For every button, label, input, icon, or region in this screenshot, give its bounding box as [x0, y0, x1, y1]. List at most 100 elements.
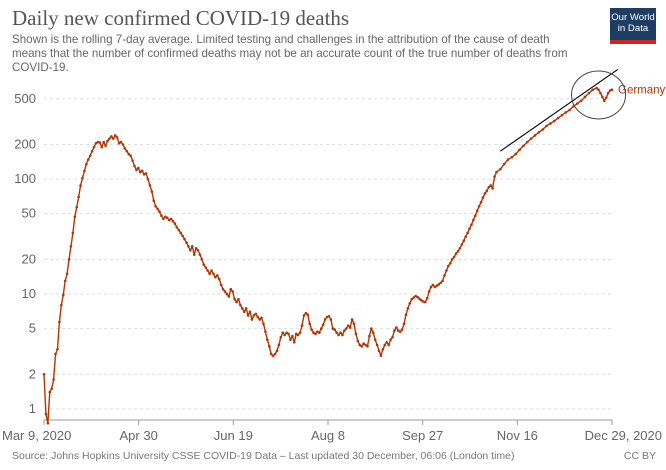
data-point [499, 167, 502, 171]
data-point [169, 217, 173, 221]
data-point [58, 320, 61, 324]
data-point [537, 131, 541, 134]
data-point [398, 330, 402, 333]
y-tick-label: 200 [14, 137, 36, 152]
owid-logo[interactable]: Our World in Data [610, 8, 656, 44]
data-point [98, 141, 102, 144]
data-point [294, 332, 298, 336]
data-point [472, 218, 475, 222]
data-point [75, 205, 79, 209]
data-point [194, 246, 198, 250]
data-point [360, 345, 363, 348]
data-point [371, 331, 375, 335]
data-point [475, 209, 479, 213]
data-point [242, 310, 246, 314]
data-point [67, 258, 71, 261]
data-point [162, 217, 165, 221]
data-point [331, 327, 335, 330]
data-point [495, 170, 498, 174]
data-point [289, 338, 292, 341]
data-point [250, 318, 254, 321]
data-point [348, 326, 352, 329]
data-point [79, 184, 82, 187]
data-point [277, 343, 281, 347]
data-point [198, 253, 202, 256]
data-point [229, 287, 233, 291]
data-point [533, 134, 537, 137]
data-point [425, 296, 429, 300]
data-point [113, 134, 117, 137]
x-tick-label: Aug 8 [311, 428, 345, 443]
data-point [329, 318, 333, 321]
data-point [427, 290, 431, 293]
data-point [462, 239, 466, 243]
data-point [181, 234, 184, 238]
data-point [601, 95, 604, 99]
data-point [344, 327, 348, 330]
data-point [402, 322, 406, 326]
data-point [389, 338, 392, 341]
data-point [266, 338, 269, 341]
data-point [223, 290, 227, 293]
data-point [423, 300, 427, 304]
data-point [339, 331, 342, 335]
data-point [246, 314, 250, 317]
data-point [314, 332, 317, 336]
data-point [152, 199, 156, 202]
trend-line [500, 69, 619, 152]
data-point [146, 177, 150, 181]
data-point [391, 335, 394, 339]
data-point [206, 269, 209, 272]
data-point [293, 340, 296, 344]
data-point [50, 387, 54, 390]
data-point [358, 343, 362, 347]
data-point [173, 222, 177, 225]
data-point [437, 283, 441, 286]
data-point [468, 227, 471, 230]
data-point [439, 281, 442, 285]
data-point [583, 95, 587, 99]
data-point [456, 250, 460, 253]
data-point [231, 290, 234, 293]
data-point [323, 318, 327, 321]
data-point [135, 168, 138, 172]
data-point [335, 331, 338, 335]
gridlines [44, 98, 612, 410]
data-point [408, 301, 412, 305]
data-point [90, 149, 94, 153]
data-point [281, 331, 285, 335]
data-point [502, 162, 506, 166]
data-point [133, 164, 136, 168]
data-point [473, 214, 477, 218]
data-point [233, 297, 236, 301]
data-point [237, 297, 240, 301]
data-point [210, 269, 213, 272]
data-point [418, 297, 421, 300]
data-point [393, 329, 396, 332]
data-point [171, 219, 175, 223]
data-point [83, 169, 86, 173]
data-point [92, 145, 96, 149]
data-point [321, 323, 325, 327]
source-note: Source: Johns Hopkins University CSSE CO… [12, 450, 515, 462]
data-point [86, 158, 90, 161]
data-point [375, 343, 379, 347]
data-point [312, 331, 315, 335]
chart-title: Daily new confirmed COVID-19 deaths [12, 6, 350, 30]
data-point [406, 307, 410, 310]
data-point [150, 190, 154, 193]
data-point [470, 223, 473, 227]
data-point [212, 272, 215, 276]
data-point [460, 243, 464, 246]
data-point [269, 352, 273, 356]
data-point [185, 241, 188, 244]
data-point [354, 332, 358, 336]
data-point [85, 162, 88, 166]
data-point [296, 333, 300, 337]
data-point [192, 253, 196, 256]
data-point [308, 322, 312, 326]
data-point [381, 347, 385, 351]
data-point [549, 122, 552, 125]
data-point [481, 196, 485, 199]
data-point [196, 248, 200, 252]
